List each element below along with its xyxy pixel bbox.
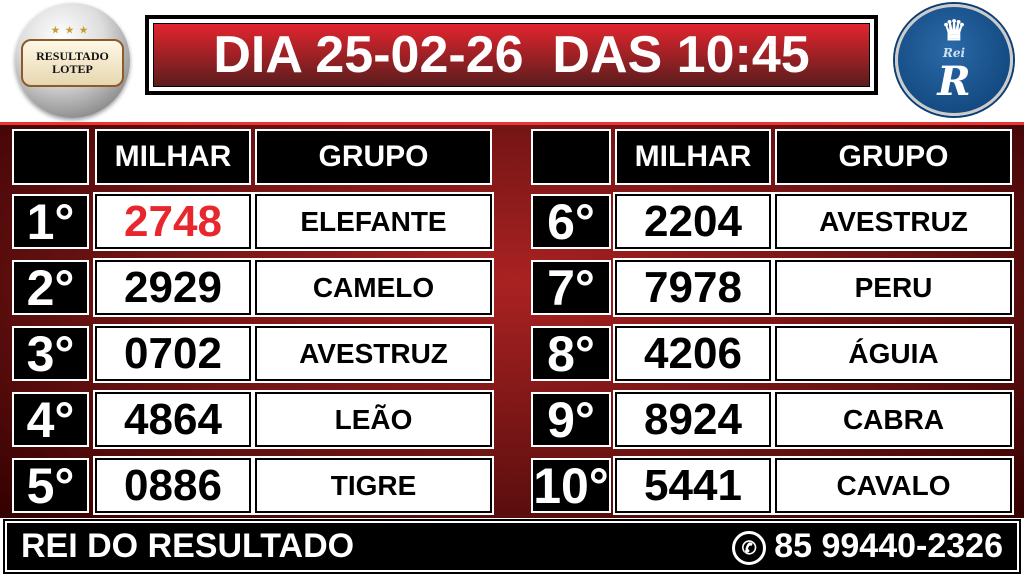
milhar-value: 2204: [613, 192, 773, 251]
logo-rei-text: Rei: [942, 46, 966, 60]
title-banner: DIA 25-02-26 DAS 10:45: [145, 15, 878, 95]
milhar-value: 8924: [613, 390, 773, 449]
milhar-value: 0702: [93, 324, 253, 383]
footer-bar: REI DO RESULTADO ✆ 85 99440-2326: [3, 519, 1021, 574]
rank-label: 10°: [531, 458, 611, 514]
grupo-header-left: GRUPO: [255, 129, 492, 185]
logo-line2: LOTEP: [52, 62, 93, 76]
rank-label: 5°: [12, 458, 89, 514]
logo-line1: RESULTADO: [36, 49, 109, 63]
grupo-value: ELEFANTE: [253, 192, 494, 251]
milhar-value: 2929: [93, 258, 253, 317]
rank-header-left: [12, 129, 89, 185]
rank-label: 6°: [531, 194, 611, 250]
rank-label: 2°: [12, 260, 89, 316]
grupo-value: PERU: [773, 258, 1014, 317]
rei-logo: ♛ Rei R: [895, 4, 1013, 116]
results-board: MILHAR GRUPO MILHAR GRUPO 1° 2748 ELEFANTE…: [0, 122, 1024, 518]
rank-header-right: [531, 129, 611, 185]
milhar-header-left: MILHAR: [95, 129, 251, 185]
grupo-value: TIGRE: [253, 456, 494, 515]
rank-label: 7°: [531, 260, 611, 316]
milhar-value: 0886: [93, 456, 253, 515]
milhar-value: 4206: [613, 324, 773, 383]
milhar-value: 7978: [613, 258, 773, 317]
milhar-header-right: MILHAR: [615, 129, 771, 185]
milhar-value: 4864: [93, 390, 253, 449]
grupo-value: AVESTRUZ: [773, 192, 1014, 251]
grupo-value: CABRA: [773, 390, 1014, 449]
stars-icon: ★★★: [51, 25, 94, 35]
logo-r-letter: R: [937, 58, 971, 105]
grupo-header-right: GRUPO: [775, 129, 1012, 185]
grupo-value: LEÃO: [253, 390, 494, 449]
crown-icon: ♛: [941, 15, 967, 46]
rank-label: 1°: [12, 194, 89, 250]
grupo-value: ÁGUIA: [773, 324, 1014, 383]
footer-brand: REI DO RESULTADO: [21, 527, 355, 565]
grupo-value: CAVALO: [773, 456, 1014, 515]
grupo-value: CAMELO: [253, 258, 494, 317]
rank-label: 8°: [531, 326, 611, 382]
resultado-lotep-logo: ★★★ RESULTADO LOTEP: [15, 3, 130, 118]
rank-label: 9°: [531, 392, 611, 448]
whatsapp-icon: ✆: [732, 531, 767, 566]
rank-label: 3°: [12, 326, 89, 382]
milhar-value: 2748: [93, 192, 253, 251]
footer-phone[interactable]: 85 99440-2326: [774, 527, 1003, 565]
page-title: DIA 25-02-26 DAS 10:45: [153, 23, 870, 87]
grupo-value: AVESTRUZ: [253, 324, 494, 383]
milhar-value: 5441: [613, 456, 773, 515]
rank-label: 4°: [12, 392, 89, 448]
